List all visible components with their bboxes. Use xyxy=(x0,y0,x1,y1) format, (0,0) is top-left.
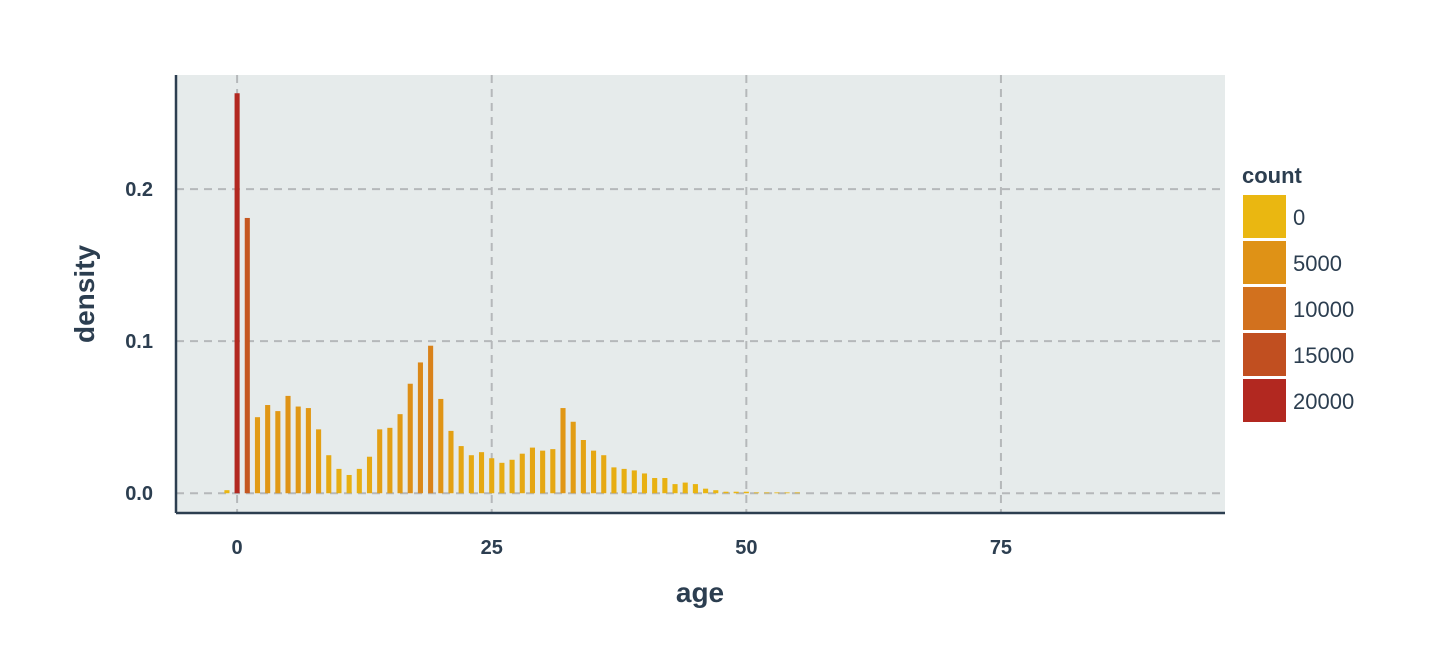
histogram-bar xyxy=(753,492,760,494)
histogram-bar xyxy=(285,395,291,494)
histogram-bar xyxy=(397,414,403,494)
axes xyxy=(174,75,1225,515)
histogram-bar xyxy=(265,405,271,494)
histogram-bar xyxy=(631,470,637,494)
histogram-bar xyxy=(570,421,576,494)
histogram-bar xyxy=(326,455,332,494)
y-tick-label: 0.2 xyxy=(125,179,153,201)
histogram-bar xyxy=(692,484,698,494)
x-tick-label: 50 xyxy=(735,537,757,559)
histogram-bar xyxy=(703,488,709,494)
histogram-bar xyxy=(489,458,495,494)
histogram-bar xyxy=(509,459,515,494)
y-tick-labels: 0.0 0.1 0.2 xyxy=(125,179,153,505)
histogram-bar xyxy=(794,492,800,494)
histogram-bar xyxy=(407,383,413,494)
histogram-bar xyxy=(468,455,474,494)
legend-label: 20000 xyxy=(1293,389,1354,414)
histogram-bar xyxy=(611,467,617,494)
histogram-bar xyxy=(682,482,688,494)
histogram-bar xyxy=(295,406,301,494)
histogram-bar xyxy=(438,398,444,494)
x-tick-labels: 0 25 50 75 xyxy=(232,537,1013,559)
histogram-bar xyxy=(540,450,546,494)
histogram-bar xyxy=(224,490,230,494)
legend-swatch xyxy=(1243,379,1286,422)
legend-swatch xyxy=(1243,195,1286,238)
histogram-bar xyxy=(366,456,373,494)
legend-swatch xyxy=(1243,241,1286,284)
legend-title: count xyxy=(1242,163,1303,188)
plot-background xyxy=(176,75,1225,513)
histogram-bar xyxy=(591,450,597,494)
histogram-bar xyxy=(254,417,261,494)
histogram-bar xyxy=(316,429,322,494)
histogram-bar xyxy=(519,453,525,494)
histogram-bar xyxy=(234,93,240,494)
y-axis-title: density xyxy=(69,245,100,343)
histogram-bar xyxy=(529,447,536,494)
histogram-bar xyxy=(377,429,383,494)
histogram-bar xyxy=(499,462,505,494)
grid-lines xyxy=(176,75,1225,513)
histogram-bar xyxy=(743,491,749,494)
y-tick-label: 0.1 xyxy=(125,331,153,353)
histogram-bar xyxy=(601,455,607,494)
histogram-bar xyxy=(580,440,586,494)
histogram-bar xyxy=(275,411,281,494)
histogram-bar xyxy=(672,484,678,494)
histogram-bar xyxy=(448,430,454,494)
histogram-bar xyxy=(662,478,668,494)
histogram-bar xyxy=(560,408,566,494)
y-tick-label: 0.0 xyxy=(125,483,153,505)
legend-label: 15000 xyxy=(1293,343,1354,368)
histogram-bar xyxy=(417,362,423,494)
legend: count 0 5000 10000 15000 20000 xyxy=(1242,163,1354,422)
histogram-bar xyxy=(458,446,464,494)
histogram-bar xyxy=(621,468,627,494)
histogram-bar xyxy=(387,427,393,494)
histogram-bar xyxy=(713,490,719,494)
histogram-bar xyxy=(336,468,342,494)
bars xyxy=(224,93,800,494)
histogram-bar xyxy=(356,468,362,494)
histogram-bar xyxy=(244,217,250,494)
legend-label: 0 xyxy=(1293,205,1305,230)
histogram-bar xyxy=(784,492,790,494)
histogram-bar xyxy=(764,492,770,494)
legend-label: 10000 xyxy=(1293,297,1354,322)
histogram-bar xyxy=(428,345,434,494)
histogram-bar xyxy=(305,408,311,494)
histogram-bar xyxy=(774,492,780,494)
histogram-bar xyxy=(550,449,556,494)
x-tick-label: 75 xyxy=(990,537,1012,559)
legend-swatch xyxy=(1243,333,1286,376)
histogram-bar xyxy=(733,491,739,494)
histogram-bar xyxy=(478,452,485,494)
legend-swatch xyxy=(1243,287,1286,330)
histogram-bar xyxy=(723,491,729,494)
histogram-bar xyxy=(652,478,658,494)
legend-label: 5000 xyxy=(1293,251,1342,276)
histogram-bar xyxy=(641,473,648,494)
histogram-bar xyxy=(346,474,352,494)
x-tick-label: 25 xyxy=(481,537,503,559)
x-axis-title: age xyxy=(676,577,724,608)
x-tick-label: 0 xyxy=(232,537,243,559)
